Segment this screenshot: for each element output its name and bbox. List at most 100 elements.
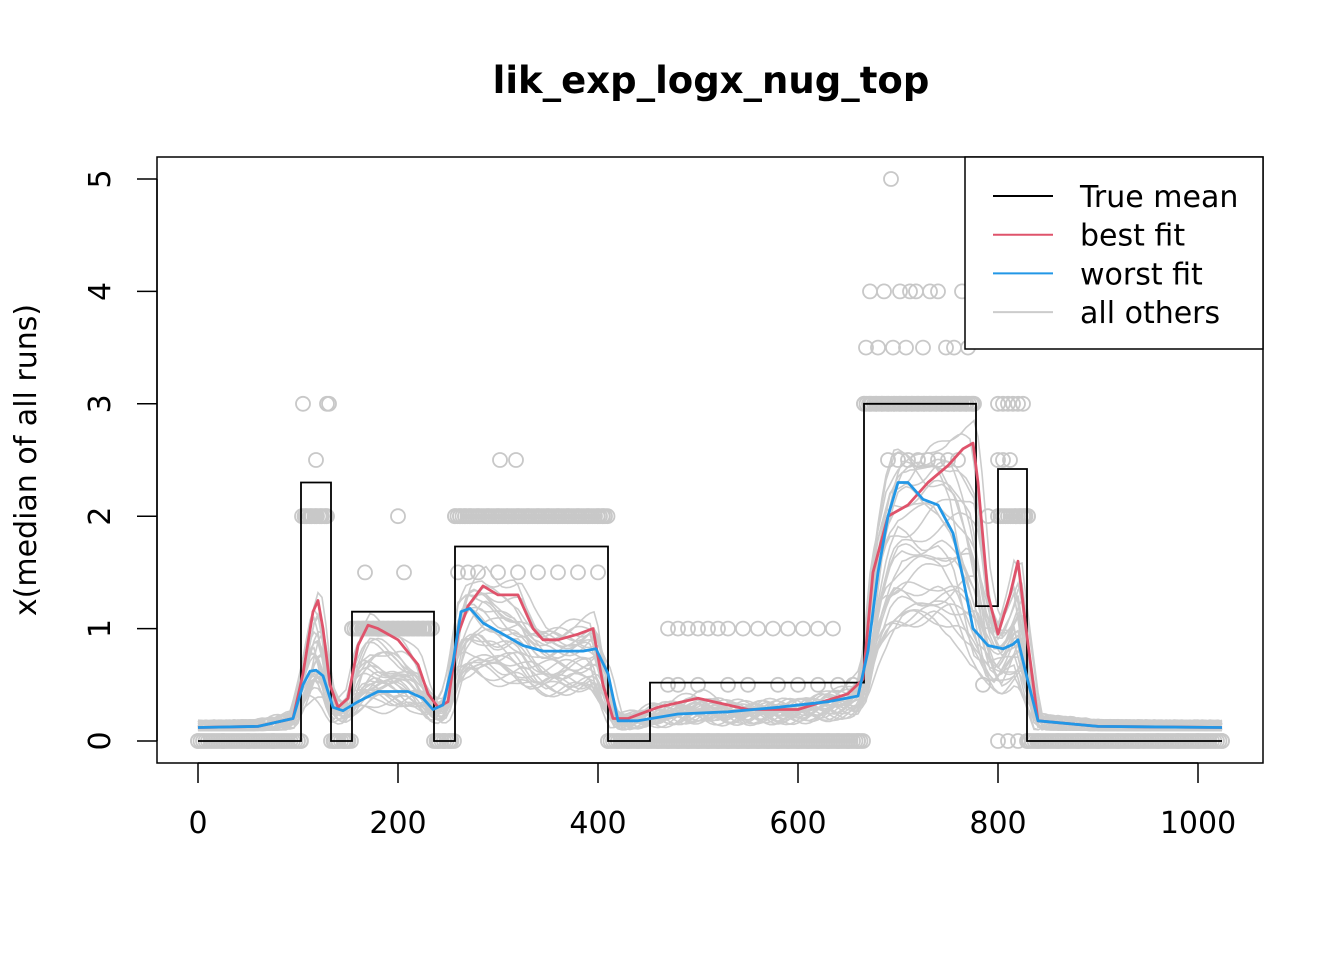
data-point <box>858 339 874 356</box>
data-point <box>319 508 335 525</box>
x-tick-label: 600 <box>769 806 826 841</box>
data-point <box>690 620 706 637</box>
legend-label: best fit <box>1080 219 1185 254</box>
data-point <box>599 508 616 525</box>
legend-label: True mean <box>1079 180 1238 215</box>
data-point <box>660 620 676 637</box>
data-point <box>308 452 324 468</box>
data-point <box>492 452 508 468</box>
data-point <box>295 395 311 412</box>
data-point <box>508 452 524 468</box>
data-point <box>470 564 486 581</box>
others-fit-line <box>197 502 1223 732</box>
chart-title: lik_exp_logx_nug_top <box>493 59 930 102</box>
data-point <box>995 395 1011 412</box>
data-point <box>700 620 716 637</box>
data-point <box>975 676 991 693</box>
others-fit-line <box>197 575 1223 732</box>
data-point <box>770 676 786 693</box>
data-point <box>810 620 826 637</box>
y-tick-label: 0 <box>83 731 118 750</box>
data-point <box>735 620 751 637</box>
data-point <box>570 564 586 581</box>
x-tick-label: 200 <box>369 806 426 841</box>
data-point <box>720 676 736 693</box>
data-point <box>1015 395 1031 412</box>
legend-label: all others <box>1080 296 1220 331</box>
data-point <box>530 564 546 581</box>
data-point <box>883 171 899 187</box>
true-mean-line <box>198 402 1222 742</box>
data-point <box>876 283 892 300</box>
data-point <box>357 564 373 581</box>
y-tick-label: 3 <box>83 394 118 413</box>
data-point <box>450 564 466 581</box>
y-tick-label: 2 <box>83 507 118 526</box>
data-point <box>740 676 756 693</box>
data-point <box>930 283 946 300</box>
data-point <box>915 339 931 356</box>
observation-points-group <box>190 171 1230 749</box>
data-point <box>830 676 846 693</box>
plot-frame <box>156 156 1264 764</box>
fit-lines-group <box>197 402 1223 742</box>
data-point <box>795 620 811 637</box>
y-tick-label: 1 <box>83 619 118 638</box>
data-point <box>1010 395 1026 412</box>
data-point <box>670 620 686 637</box>
data-point <box>780 620 796 637</box>
data-point <box>1002 452 1018 468</box>
data-point <box>920 452 936 468</box>
data-point <box>995 452 1011 468</box>
y-tick-label: 4 <box>83 282 118 301</box>
data-point <box>922 283 938 300</box>
data-point <box>390 508 406 525</box>
data-point <box>990 395 1006 412</box>
data-point <box>892 283 908 300</box>
y-tick-label: 5 <box>83 169 118 188</box>
data-point <box>825 620 841 637</box>
data-point <box>396 564 412 581</box>
best-fit-line <box>197 441 1223 729</box>
data-point <box>900 452 916 468</box>
data-point <box>550 564 566 581</box>
data-point <box>885 339 901 356</box>
data-point <box>870 339 886 356</box>
data-point <box>765 620 781 637</box>
data-point <box>880 452 896 468</box>
data-point <box>424 620 440 637</box>
data-point <box>862 283 878 300</box>
x-tick-label: 0 <box>188 806 207 841</box>
data-point <box>680 620 696 637</box>
legend-box <box>964 156 1264 350</box>
data-point <box>1017 508 1034 525</box>
data-point <box>510 564 526 581</box>
data-point <box>690 676 706 693</box>
data-point <box>1000 395 1016 412</box>
data-point <box>938 339 954 356</box>
data-point <box>460 564 476 581</box>
data-point <box>319 395 335 412</box>
x-tick-label: 800 <box>969 806 1026 841</box>
x-tick-label: 1000 <box>1160 806 1236 841</box>
data-point <box>990 452 1006 468</box>
data-point <box>670 676 686 693</box>
data-point <box>490 564 506 581</box>
data-point <box>1005 395 1021 412</box>
legend-label: worst fit <box>1080 257 1203 292</box>
data-point <box>750 620 766 637</box>
data-point <box>946 339 962 356</box>
data-point <box>902 283 918 300</box>
data-point <box>810 676 826 693</box>
data-point <box>910 452 926 468</box>
data-point <box>660 676 676 693</box>
data-point <box>930 452 946 468</box>
data-point <box>855 733 871 749</box>
data-point <box>1000 733 1016 749</box>
data-point <box>590 564 606 581</box>
data-point <box>898 339 914 356</box>
data-point <box>790 676 806 693</box>
x-tick-label: 400 <box>569 806 626 841</box>
